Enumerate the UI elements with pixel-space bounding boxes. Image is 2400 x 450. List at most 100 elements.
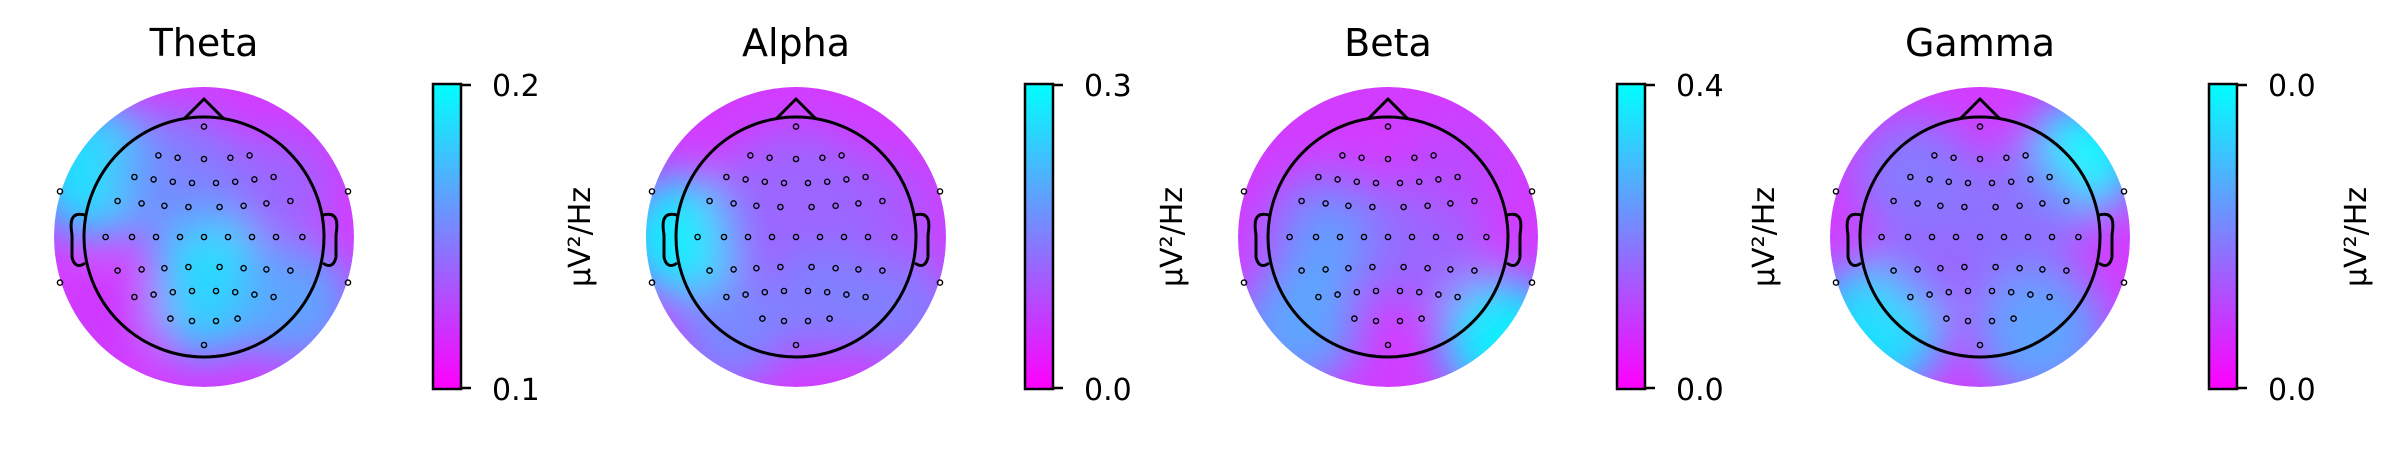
electrode-marker: [270, 173, 277, 181]
electrode-marker: [1832, 279, 1840, 286]
electrode-marker: [1832, 188, 1840, 195]
electrode-marker: [2022, 152, 2029, 159]
electrode-marker: [1456, 233, 1464, 241]
electrode-marker: [768, 233, 776, 241]
electrode-marker: [1415, 178, 1423, 186]
electrode-marker: [855, 200, 862, 207]
electrode-marker: [200, 233, 208, 241]
electrode-marker: [761, 178, 769, 186]
electrode-marker: [2027, 291, 2034, 298]
electrode-marker: [131, 293, 138, 301]
heat-field: [646, 87, 946, 387]
electrode-marker: [1890, 197, 1897, 205]
electrode-marker: [200, 123, 208, 130]
electrode-marker: [2046, 293, 2053, 301]
electrode-marker: [1312, 233, 1320, 241]
electrode-marker: [1240, 279, 1248, 286]
electrode-marker: [1400, 263, 1407, 271]
colorbar-gradient: [431, 82, 463, 391]
electrode-marker: [2039, 200, 2046, 207]
electrode-marker: [1298, 197, 1305, 205]
electrode-marker: [150, 176, 157, 183]
electrode-marker: [167, 315, 174, 322]
topomap-title: Gamma: [1905, 21, 2055, 65]
colorbar-tick-label-top: 0.2: [492, 69, 540, 104]
electrode-marker: [1988, 179, 1996, 187]
electrode-marker: [780, 287, 788, 295]
electrode-marker: [2024, 233, 2032, 241]
electrode-marker: [1988, 317, 1996, 325]
electrode-marker: [1890, 267, 1897, 274]
electrode-marker: [1928, 233, 1936, 241]
nose-outline: [182, 97, 226, 121]
electrode-marker: [2048, 233, 2056, 241]
electrode-marker: [224, 233, 232, 241]
electrode-marker: [1430, 152, 1437, 159]
electrode-marker: [742, 176, 749, 183]
electrode-marker: [1240, 188, 1248, 195]
electrode-marker: [1384, 341, 1392, 349]
topomap-panel-alpha: Alpha 0.3 0.0 µV²/Hz: [646, 21, 1190, 408]
electrode-marker: [1943, 315, 1950, 322]
electrode-marker: [185, 263, 192, 271]
electrode-marker: [138, 200, 145, 207]
electrode-marker: [216, 263, 223, 271]
colorbar-tick-label-bottom: 0.0: [1676, 373, 1724, 408]
electrode-marker: [1992, 203, 1999, 211]
colorbar: 0.0 0.0 µV²/Hz: [2207, 69, 2374, 408]
electrode-marker: [804, 317, 812, 325]
electrode-marker: [114, 267, 121, 274]
electrode-marker: [234, 315, 241, 322]
heat-blobs: [1238, 123, 1538, 387]
electrode-marker: [128, 233, 136, 241]
electrode-marker: [1400, 203, 1407, 211]
colorbar-gradient: [1615, 82, 1647, 391]
electrode-marker: [240, 202, 247, 210]
electrode-marker: [1961, 263, 1968, 271]
electrode-marker: [759, 315, 766, 322]
left-ear-outline: [661, 212, 678, 267]
electrode-marker: [287, 267, 294, 274]
electrode-marker: [936, 279, 944, 286]
electrode-marker: [1396, 287, 1404, 295]
electrode-marker: [1926, 291, 1933, 298]
electrode-marker: [1322, 200, 1329, 207]
heat-blob: [1878, 183, 2010, 315]
electrode-marker: [344, 279, 352, 286]
electrode-marker: [1454, 293, 1461, 301]
electrode-marker: [1351, 315, 1358, 322]
electrode-marker: [1907, 293, 1914, 301]
electrode-marker: [864, 233, 872, 241]
electrode-marker: [1964, 317, 1972, 325]
electrode-marker: [2027, 176, 2034, 183]
electrode-marker: [1528, 279, 1536, 286]
colorbar: 0.3 0.0 µV²/Hz: [1023, 69, 1190, 408]
head-outline: [1858, 115, 2102, 359]
electrode-marker: [1988, 287, 1996, 295]
heat-blob: [114, 111, 246, 243]
colorbar-label: µV²/Hz: [563, 187, 598, 287]
topomap-panel-theta: Theta 0.2 0.1 µV²/Hz: [54, 21, 598, 408]
electrode-marker: [1315, 173, 1322, 181]
electrode-marker: [1964, 287, 1972, 295]
colorbar-gradient: [1023, 82, 1055, 391]
colorbar-tick-label-top: 0.4: [1676, 69, 1724, 104]
electrode-marker: [150, 291, 157, 298]
nose-outline: [774, 97, 818, 121]
electrode-marker: [1992, 263, 1999, 271]
electrode-marker: [174, 154, 181, 162]
electrode-marker: [231, 178, 239, 186]
topomap-disc: [1830, 87, 2130, 387]
electrode-marker: [706, 267, 713, 274]
electrode-marker: [1415, 288, 1423, 296]
electrode-marker: [248, 233, 256, 241]
electrode-marker: [823, 288, 831, 296]
electrode-marker: [1334, 176, 1341, 183]
electrode-marker: [2007, 288, 2015, 296]
electrode-marker: [251, 291, 258, 298]
electrode-marker: [2063, 197, 2070, 205]
electrode-marker: [131, 173, 138, 181]
electrode-marker: [706, 197, 713, 205]
heat-field: [1830, 87, 2130, 387]
colorbar-tick-label-top: 0.3: [1084, 69, 1132, 104]
